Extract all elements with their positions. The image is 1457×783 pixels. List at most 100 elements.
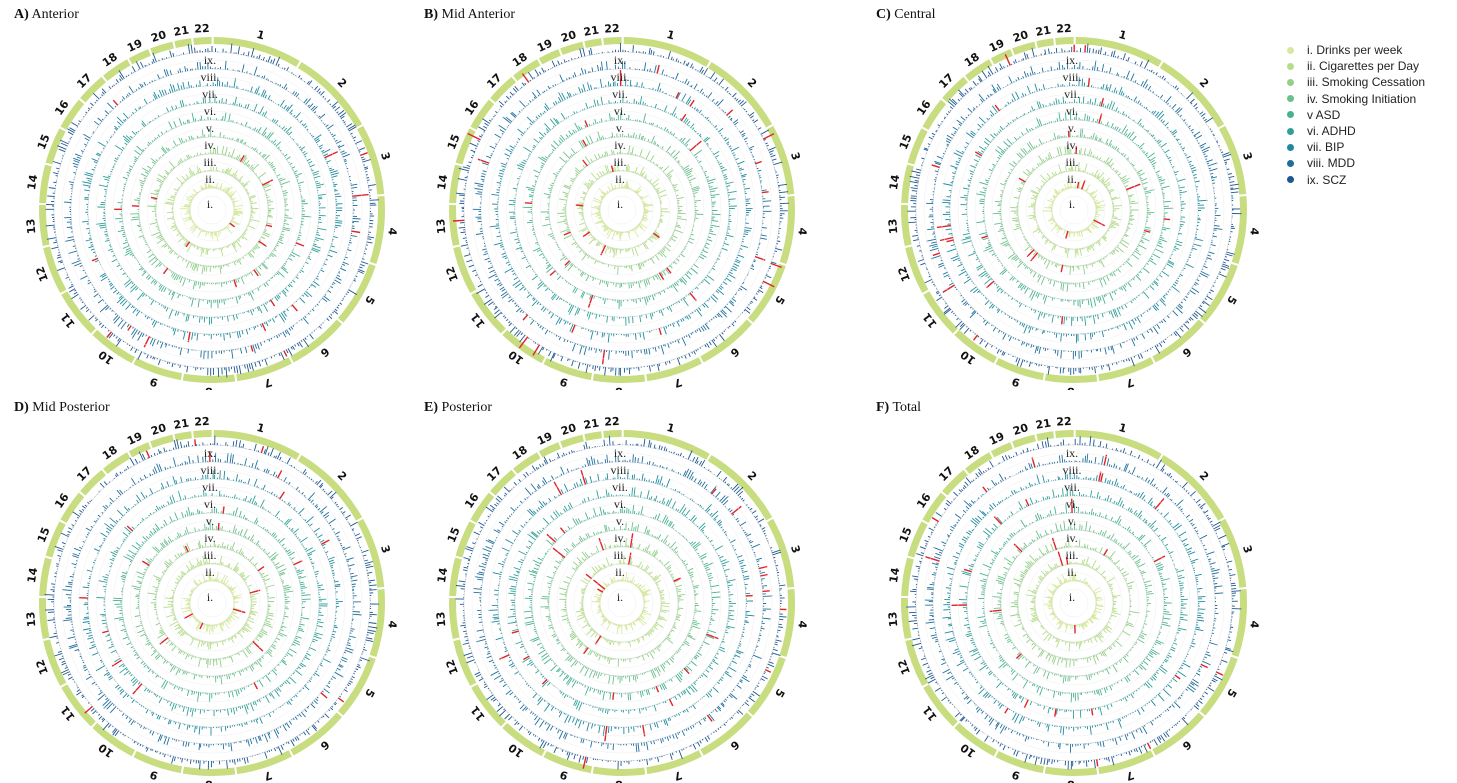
track-gridline bbox=[974, 110, 1174, 310]
legend-item: i. Drinks per week bbox=[1283, 42, 1425, 58]
track-gridline bbox=[573, 554, 671, 652]
track-bars bbox=[488, 468, 755, 737]
track-bars bbox=[991, 520, 1154, 684]
track-bars bbox=[975, 111, 1174, 309]
chromosome-arc bbox=[1055, 430, 1074, 438]
significant-hits bbox=[1067, 130, 1151, 233]
chromosome-arc bbox=[1075, 430, 1162, 460]
track-label: i. bbox=[1069, 197, 1075, 211]
legend-item: v ASD bbox=[1283, 107, 1425, 123]
track-gridline bbox=[180, 178, 244, 242]
chromosome-label: 19 bbox=[535, 37, 554, 55]
chromosome-arc bbox=[646, 750, 702, 775]
significant-hits bbox=[269, 299, 276, 307]
chromosome-arc bbox=[1231, 196, 1247, 264]
chromosome-arc bbox=[748, 656, 786, 716]
chromosome-arc bbox=[623, 430, 710, 460]
track-label: v. bbox=[206, 514, 214, 528]
chromosome-label: 22 bbox=[1056, 22, 1072, 36]
track-gridline bbox=[471, 452, 773, 754]
chromosome-arc bbox=[1159, 454, 1225, 521]
track-label: ii. bbox=[1067, 172, 1077, 186]
legend-swatch bbox=[1287, 143, 1294, 151]
chromosome-arc bbox=[449, 164, 462, 204]
significant-hits bbox=[91, 151, 338, 343]
track-bars bbox=[942, 76, 1208, 344]
chromosome-arc bbox=[470, 99, 495, 130]
panel-title: A) Anterior bbox=[14, 7, 79, 22]
chromosome-label: 9 bbox=[148, 768, 159, 783]
track-label: iv. bbox=[204, 531, 216, 545]
track-label: i. bbox=[1069, 590, 1075, 604]
track-gridline bbox=[146, 537, 278, 669]
chromosome-arc bbox=[965, 452, 993, 475]
track-bars bbox=[114, 112, 312, 308]
chromosome-arc bbox=[990, 49, 1013, 65]
track-label: vii. bbox=[202, 480, 218, 494]
track-label: viii. bbox=[1062, 463, 1081, 477]
track-gridline bbox=[488, 469, 756, 737]
track-bars bbox=[44, 435, 380, 770]
track-label: ix. bbox=[1066, 446, 1078, 460]
track-gridline bbox=[78, 469, 346, 737]
track-bars bbox=[1027, 161, 1123, 258]
chromosome-label: 2 bbox=[745, 469, 760, 484]
track-label: iv. bbox=[614, 531, 626, 545]
track-bars bbox=[926, 60, 1223, 360]
track-gridline bbox=[607, 195, 637, 225]
track-bars bbox=[164, 165, 260, 257]
chromosome-label: 5 bbox=[362, 293, 377, 306]
chromosome-arc bbox=[449, 204, 460, 246]
chromosome-arc bbox=[502, 329, 545, 364]
significant-hits bbox=[114, 208, 305, 247]
chromosome-label: 12 bbox=[443, 265, 461, 284]
track-label: iii. bbox=[1065, 155, 1078, 169]
chromosome-label: 20 bbox=[1011, 28, 1030, 45]
legend-swatch bbox=[1287, 176, 1294, 184]
track-gridline bbox=[1042, 178, 1106, 242]
chromosome-label: 12 bbox=[33, 658, 51, 677]
chromosome-arc bbox=[39, 164, 52, 204]
track-gridline bbox=[112, 503, 312, 703]
chromosome-label: 12 bbox=[895, 265, 913, 284]
track-gridline bbox=[1025, 554, 1123, 652]
chromosome-arc bbox=[213, 37, 300, 67]
panel-title: C) Central bbox=[876, 7, 936, 22]
panel-anterior: A) Anterior 1234567891011121314151617181… bbox=[0, 0, 440, 390]
significant-hits bbox=[583, 533, 681, 655]
chromosome-arc bbox=[338, 263, 376, 323]
chromosome-arc bbox=[592, 373, 646, 383]
chromosome-arc bbox=[905, 246, 929, 293]
chromosome-arc bbox=[513, 452, 541, 475]
chromosome-label: 19 bbox=[535, 430, 554, 448]
chromosome-label: 13 bbox=[24, 218, 38, 234]
chromosome-label: 2 bbox=[1197, 76, 1212, 91]
chromosome-label: 21 bbox=[583, 23, 600, 38]
track-baseline bbox=[932, 68, 1216, 352]
chromosome-arc bbox=[767, 125, 795, 195]
track-bars bbox=[82, 470, 343, 736]
chromosome-arc bbox=[193, 430, 212, 438]
chromosome-arc bbox=[1044, 766, 1098, 776]
significant-hits bbox=[185, 241, 191, 248]
track-label: viii. bbox=[610, 463, 629, 477]
significant-hits bbox=[159, 545, 265, 652]
track-gridline bbox=[1025, 161, 1123, 259]
track-bars bbox=[540, 131, 704, 289]
chromosome-arc bbox=[449, 557, 462, 597]
chromosome-label: 19 bbox=[987, 37, 1006, 55]
track-label: iv. bbox=[204, 138, 216, 152]
significant-hits bbox=[925, 454, 1208, 669]
track-label: iii. bbox=[613, 155, 626, 169]
track-gridline bbox=[471, 59, 773, 361]
chromosome-arc bbox=[954, 329, 997, 364]
significant-hits bbox=[931, 164, 955, 293]
legend: i. Drinks per week ii. Cigarettes per Da… bbox=[1283, 42, 1425, 188]
chromosome-label: 6 bbox=[318, 738, 332, 753]
chromosome-label: 1 bbox=[1117, 421, 1128, 436]
chromosome-arc bbox=[707, 61, 773, 128]
track-gridline bbox=[974, 503, 1174, 703]
panel-posterior: E) Posterior 123456789101112131415161718… bbox=[410, 393, 850, 783]
track-label: v. bbox=[206, 121, 214, 135]
chromosome-label: 6 bbox=[318, 345, 332, 360]
